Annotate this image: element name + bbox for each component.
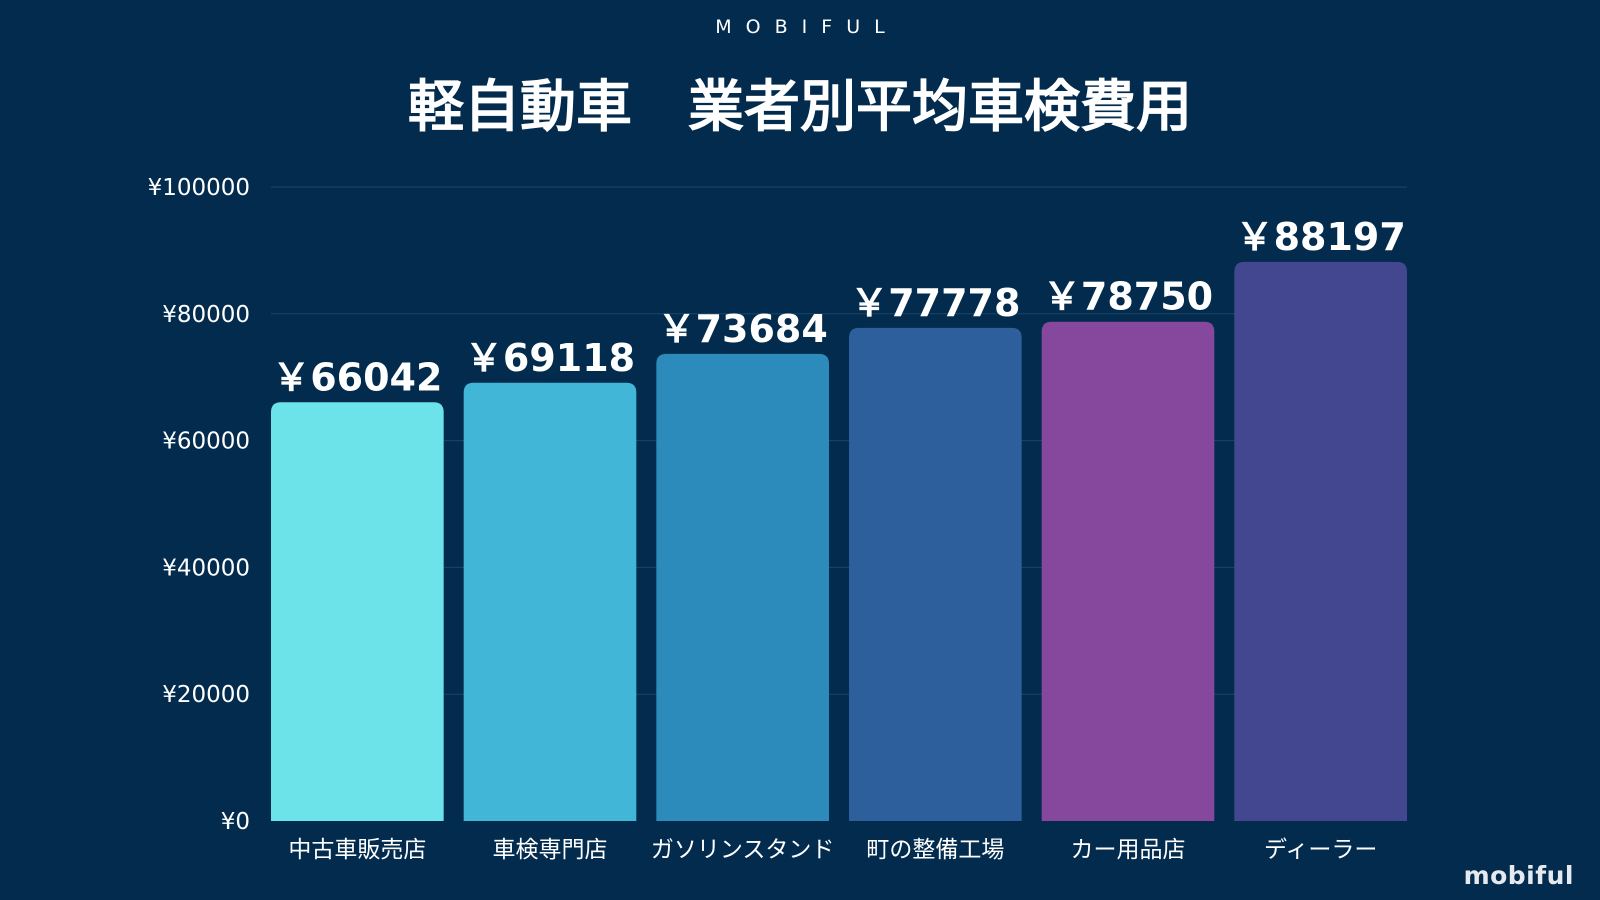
data-labels: ￥66042 ￥69118 ￥73684 ￥77778 ￥78750 ￥88197 [272, 215, 1406, 399]
gridlines [271, 186, 1407, 695]
bar [849, 327, 1022, 821]
bar [271, 402, 444, 821]
data-label: ￥69118 [465, 336, 635, 380]
bar [1041, 321, 1215, 821]
y-tick-label: ¥60000 [162, 429, 250, 455]
x-tick-label: 町の整備工場 [866, 837, 1004, 863]
y-tick-label: ¥20000 [162, 682, 250, 708]
x-axis-ticks: 中古車販売店 車検専門店 ガソリンスタンド 町の整備工場 カー用品店 ディーラー [288, 837, 1377, 863]
bars [271, 261, 1407, 821]
y-tick-label: ¥40000 [162, 555, 250, 581]
data-label: ￥88197 [1236, 215, 1406, 259]
y-tick-label: ¥0 [221, 809, 250, 835]
y-tick-label: ¥80000 [162, 302, 250, 328]
data-label: ￥77778 [850, 281, 1020, 325]
x-tick-label: ガソリンスタンド [651, 837, 835, 863]
x-tick-label: 車検専門店 [493, 837, 608, 863]
x-tick-label: カー用品店 [1071, 837, 1186, 863]
data-label: ￥66042 [272, 355, 442, 399]
data-label: ￥78750 [1043, 275, 1213, 319]
brand-header: MOBIFUL [715, 16, 899, 38]
bar [463, 382, 637, 821]
x-tick-label: ディーラー [1264, 837, 1377, 863]
bar [1234, 261, 1407, 821]
x-tick-label: 中古車販売店 [288, 837, 426, 863]
chart-title: 軽自動車 業者別平均車検費用 [408, 75, 1192, 140]
data-label: ￥73684 [658, 307, 828, 351]
bar [656, 353, 829, 821]
y-tick-label: ¥100000 [148, 175, 250, 201]
y-axis-ticks: ¥0 ¥20000 ¥40000 ¥60000 ¥80000 ¥100000 [148, 175, 250, 835]
mobiful-logo: mobiful [1463, 861, 1574, 890]
